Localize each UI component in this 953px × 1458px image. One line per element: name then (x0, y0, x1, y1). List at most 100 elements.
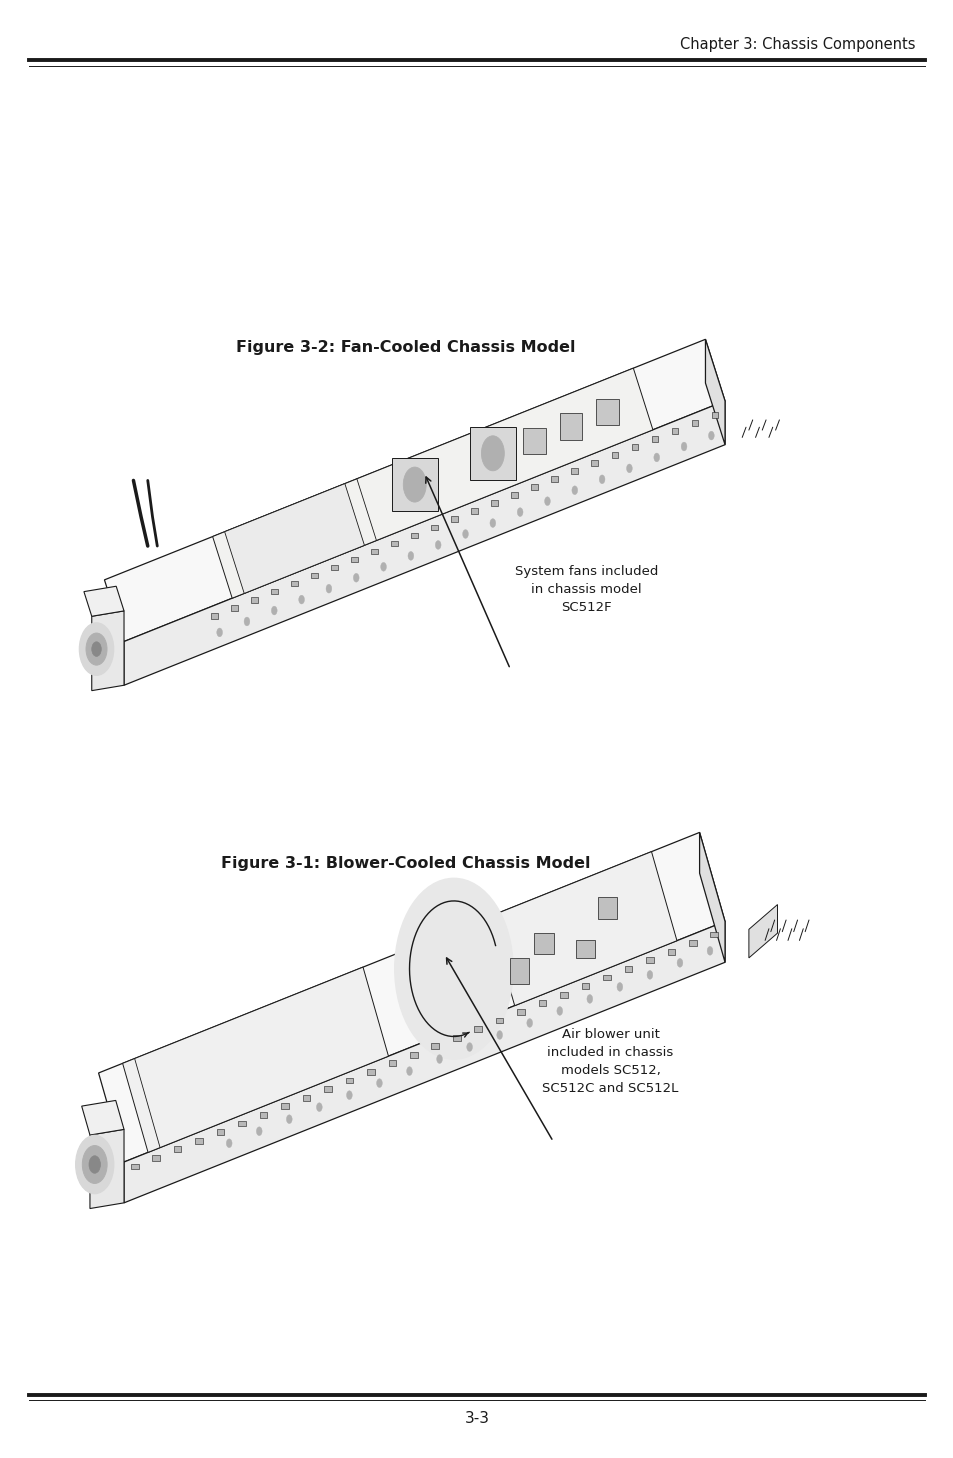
Bar (651, 436, 658, 442)
Circle shape (557, 1006, 562, 1015)
Polygon shape (91, 611, 124, 691)
Bar (671, 429, 678, 434)
Bar (291, 580, 297, 586)
Polygon shape (704, 340, 724, 445)
Bar (511, 493, 517, 499)
Circle shape (706, 946, 712, 955)
Polygon shape (82, 1101, 124, 1134)
Circle shape (677, 958, 682, 967)
Bar (411, 532, 417, 538)
Bar (611, 452, 618, 458)
Text: Chapter 3: Chassis Components: Chapter 3: Chassis Components (679, 36, 915, 52)
Bar (595, 399, 618, 426)
Circle shape (481, 436, 504, 471)
Circle shape (316, 1102, 322, 1111)
Bar (371, 548, 377, 554)
Bar (691, 420, 698, 426)
Polygon shape (748, 904, 777, 958)
Text: Figure 3-2: Fan-Cooled Chassis Model: Figure 3-2: Fan-Cooled Chassis Model (235, 340, 575, 354)
Bar (710, 932, 718, 937)
Circle shape (298, 595, 304, 604)
Polygon shape (124, 921, 724, 1203)
Polygon shape (98, 833, 724, 1162)
Bar (131, 1163, 138, 1169)
Circle shape (436, 1054, 442, 1063)
Circle shape (75, 1136, 113, 1194)
Bar (517, 1009, 524, 1015)
Circle shape (82, 1146, 107, 1184)
Bar (551, 477, 558, 483)
Circle shape (617, 983, 622, 991)
Bar (581, 983, 589, 989)
Circle shape (572, 486, 577, 494)
Bar (410, 1051, 417, 1057)
Circle shape (346, 1091, 352, 1099)
Circle shape (395, 878, 513, 1059)
Polygon shape (213, 369, 652, 598)
Bar (302, 1095, 310, 1101)
Bar (688, 940, 696, 946)
Bar (311, 573, 317, 579)
Circle shape (256, 1127, 262, 1136)
Bar (534, 933, 553, 955)
Bar (345, 1077, 353, 1083)
Bar (631, 445, 638, 451)
Circle shape (680, 442, 686, 451)
Bar (531, 484, 537, 490)
Bar (453, 1035, 460, 1041)
Bar (388, 1060, 395, 1066)
Bar (645, 958, 653, 964)
Bar (152, 1155, 160, 1161)
Circle shape (326, 585, 332, 593)
Circle shape (544, 497, 550, 506)
Circle shape (435, 541, 440, 550)
Circle shape (653, 453, 659, 462)
Circle shape (86, 633, 107, 665)
Text: Air blower unit
included in chassis
models SC512,
SC512C and SC512L: Air blower unit included in chassis mode… (542, 1028, 678, 1095)
Circle shape (646, 971, 652, 980)
Polygon shape (124, 401, 724, 685)
Bar (238, 1121, 246, 1127)
Bar (598, 897, 617, 919)
Circle shape (497, 1031, 502, 1040)
Polygon shape (224, 484, 364, 593)
Bar (271, 589, 277, 595)
Circle shape (466, 1042, 472, 1051)
Circle shape (586, 994, 592, 1003)
Polygon shape (699, 833, 724, 962)
Bar (602, 974, 610, 980)
Bar (471, 509, 477, 515)
Circle shape (462, 529, 468, 538)
Bar (251, 596, 257, 602)
Circle shape (406, 1067, 412, 1076)
Circle shape (244, 617, 250, 625)
Circle shape (216, 628, 222, 637)
Circle shape (271, 607, 276, 615)
Bar (173, 1146, 181, 1152)
Bar (496, 1018, 503, 1024)
Bar (571, 468, 578, 474)
Bar (331, 564, 337, 570)
Text: Figure 3-1: Blower-Cooled Chassis Model: Figure 3-1: Blower-Cooled Chassis Model (220, 856, 590, 870)
Bar (711, 413, 718, 418)
Bar (391, 541, 397, 547)
Bar (575, 940, 594, 958)
Circle shape (380, 563, 386, 572)
Polygon shape (123, 967, 388, 1152)
Bar (324, 1086, 332, 1092)
Bar (491, 500, 497, 506)
Circle shape (408, 551, 414, 560)
Bar (195, 1137, 203, 1143)
Bar (470, 427, 516, 480)
Circle shape (598, 475, 604, 484)
Bar (451, 516, 457, 522)
Bar (431, 525, 437, 531)
Circle shape (517, 507, 522, 516)
Bar (523, 427, 546, 453)
Polygon shape (104, 340, 724, 642)
Bar (559, 413, 582, 439)
Bar (624, 967, 632, 972)
Circle shape (89, 1156, 100, 1174)
Circle shape (403, 467, 426, 502)
Polygon shape (489, 851, 677, 1006)
